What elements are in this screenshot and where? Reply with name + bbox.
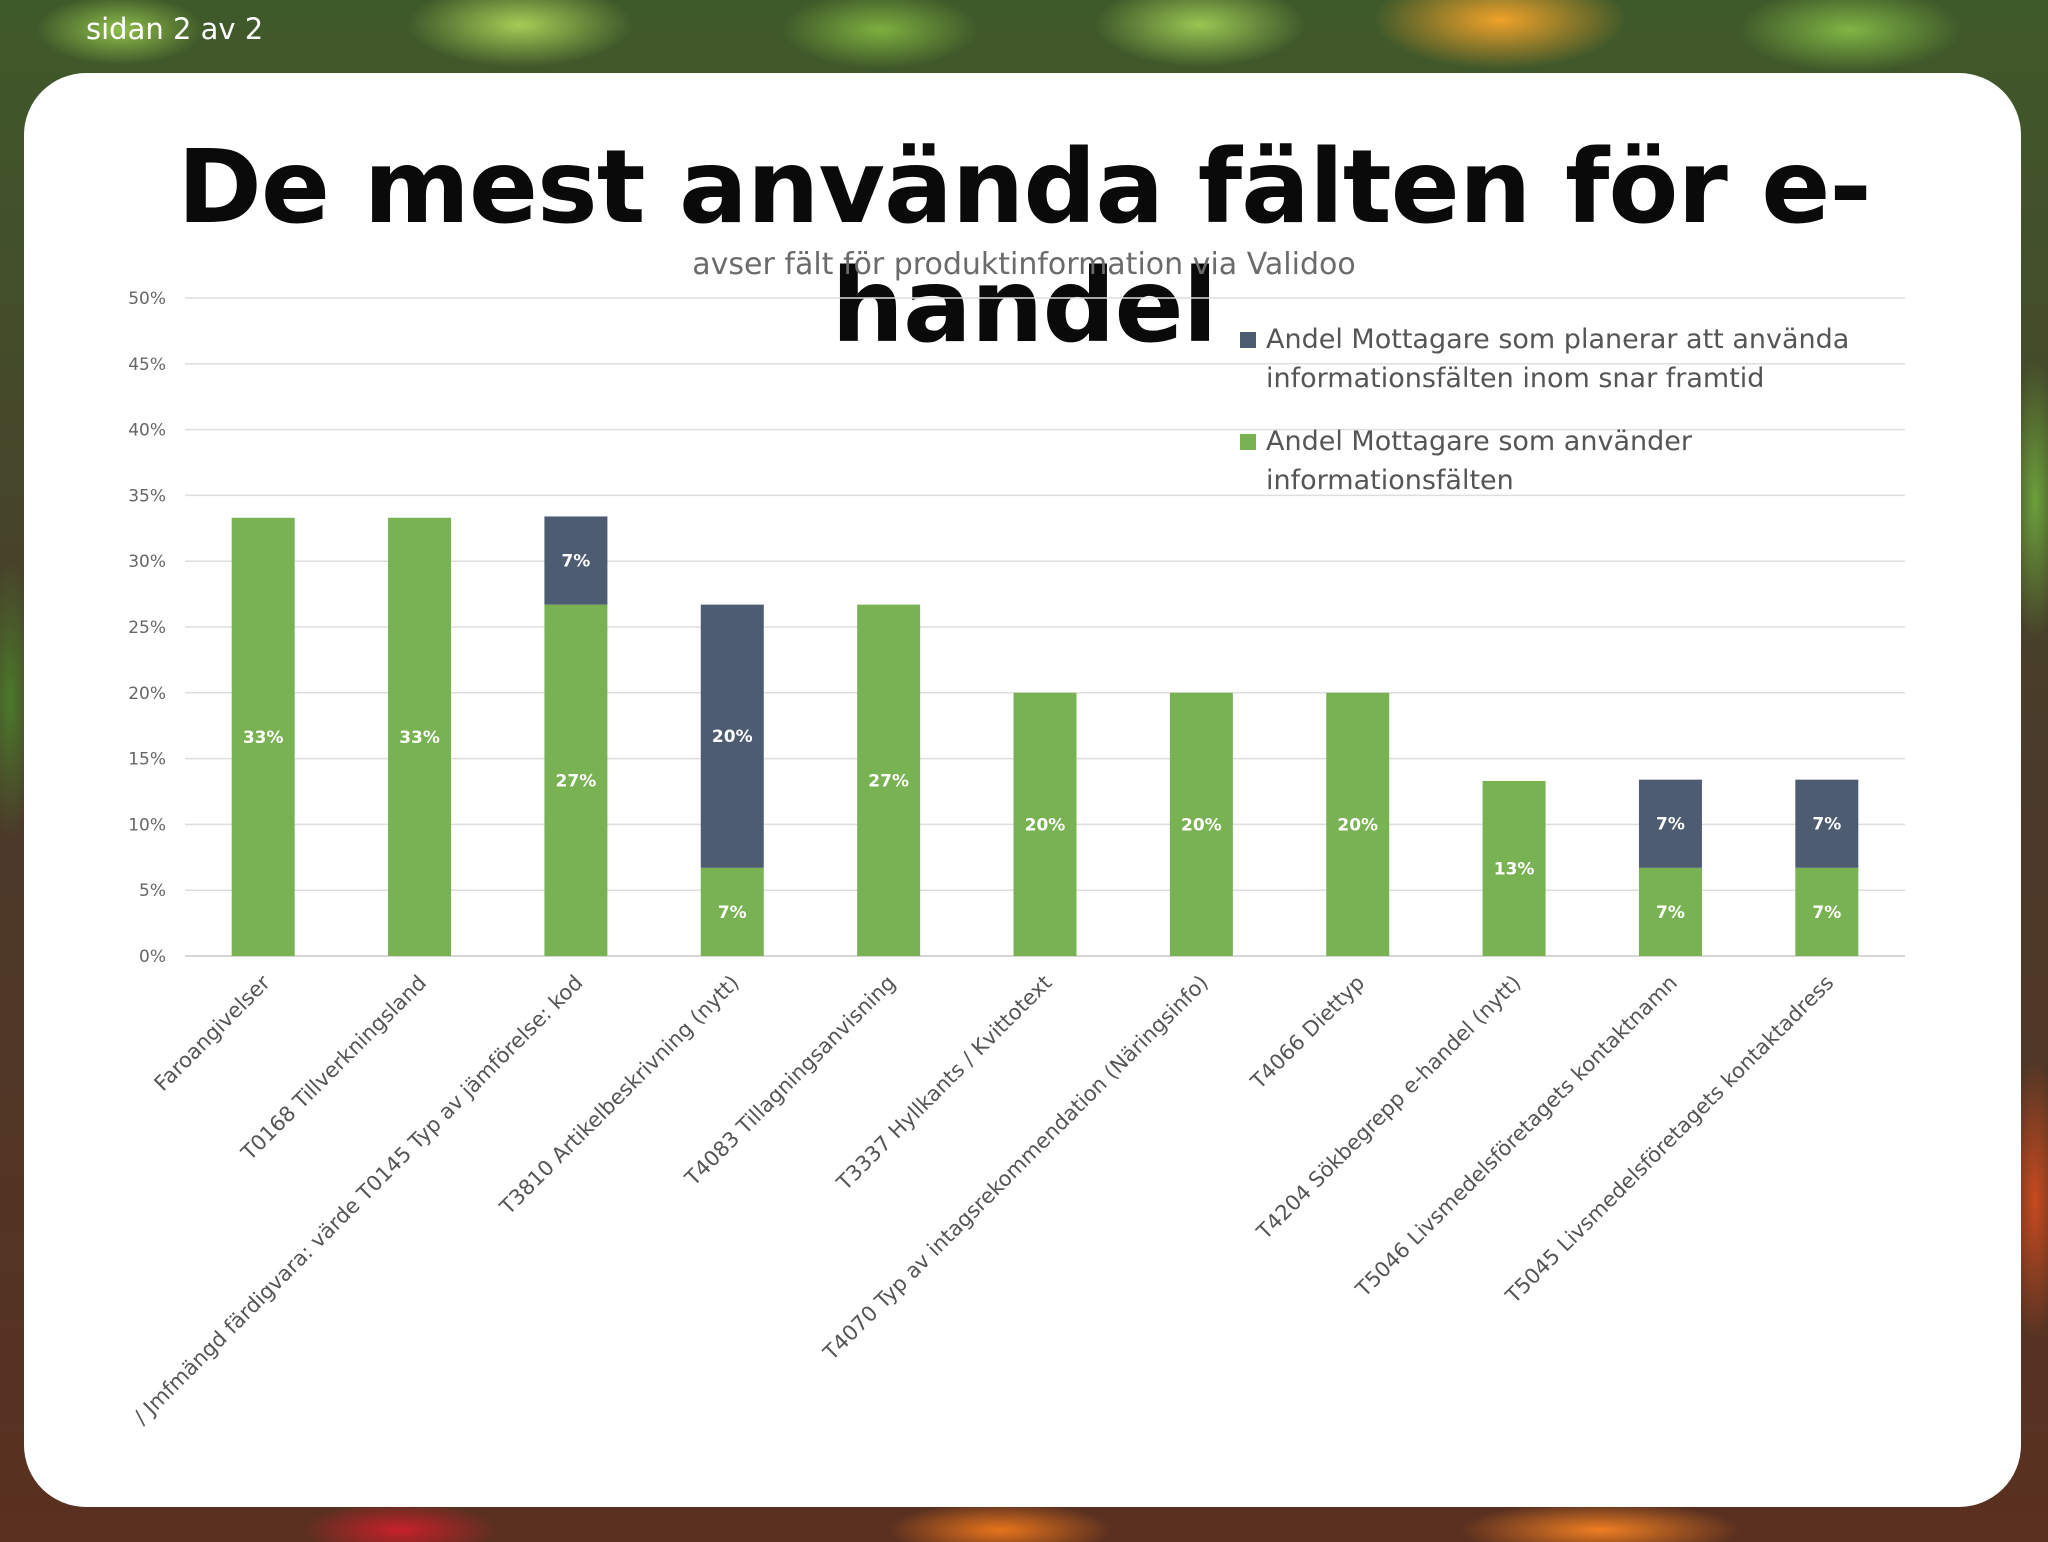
data-label: 7%: [718, 903, 747, 923]
legend-item-planning: Andel Mottagare som planerar att använda…: [1240, 320, 1940, 398]
legend-label-planning-line1: Andel Mottagare som planerar att använda: [1266, 324, 1850, 355]
y-tick-label: 25%: [128, 618, 166, 638]
bar-using: [544, 604, 608, 956]
bar-using: [1169, 692, 1233, 956]
y-tick-label: 15%: [128, 750, 166, 770]
bar-using: [1638, 867, 1702, 956]
y-axis-ticks: 0% 5% 10% 15% 20% 25% 30% 35% 40% 45% 50%: [128, 289, 166, 967]
x-tick-label: T4066 Diettyp: [1245, 971, 1369, 1095]
bar-planning: [1638, 779, 1702, 868]
bar-planning: [1795, 779, 1859, 868]
y-tick-label: 10%: [128, 815, 166, 835]
legend-label-planning-line2: informationsfälten inom snar framtid: [1266, 363, 1765, 394]
bar-using: [1013, 692, 1077, 956]
data-label: 7%: [1656, 903, 1685, 923]
data-labels: 33% 33% 27% 7% 7% 20% 27% 20% 20% 20% 13% 7% 7% 7% 7%: [243, 552, 1841, 923]
x-tick-label: T5046 Livsmedelsföretagets kontaktnamn: [1350, 971, 1682, 1303]
y-tick-label: 50%: [128, 289, 166, 309]
data-label: 20%: [1025, 815, 1066, 835]
data-label: 33%: [399, 728, 440, 748]
y-tick-label: 0%: [139, 947, 166, 967]
slide-title: De mest använda fälten för e-handel: [177, 128, 1872, 366]
bar-using: [1795, 867, 1859, 956]
legend-item-using: Andel Mottagare som använder information…: [1240, 422, 1940, 500]
bar-using: [857, 604, 921, 956]
data-label: 27%: [556, 771, 597, 791]
x-tick-label: T0168 Tillverkningsland: [236, 971, 431, 1166]
x-tick-label: T4070 Typ av intagsrekommendation (Närin…: [818, 971, 1213, 1366]
y-tick-label: 5%: [139, 881, 166, 901]
bar-using: [231, 517, 295, 956]
legend-swatch-using: [1240, 434, 1256, 450]
y-tick-label: 20%: [128, 684, 166, 704]
y-tick-label: 30%: [128, 552, 166, 572]
bar-planning: [544, 516, 608, 605]
x-tick-label: T5045 Livsmedelsföretagets kontaktadress: [1500, 971, 1838, 1309]
bar-using: [1326, 692, 1390, 956]
data-label: 20%: [1337, 815, 1378, 835]
chart-legend: Andel Mottagare som planerar att använda…: [1240, 320, 1940, 524]
bar-using: [700, 867, 764, 956]
x-tick-label: Faroangivelser: [150, 970, 275, 1095]
bar-planning: [700, 604, 764, 868]
page-indicator: sidan 2 av 2: [86, 12, 264, 46]
legend-label-planning: Andel Mottagare som planerar att använda…: [1266, 320, 1849, 398]
x-tick-label: T4204 Sökbegrepp e-handel (nytt): [1252, 971, 1526, 1245]
legend-swatch-planning: [1240, 332, 1256, 348]
data-label: 33%: [243, 728, 284, 748]
y-tick-label: 35%: [128, 486, 166, 506]
data-label: 7%: [1812, 903, 1841, 923]
legend-label-using: Andel Mottagare som använder information…: [1266, 426, 1692, 496]
bars: [231, 516, 1859, 956]
chart-subtitle: avser fält för produktinformation via Va…: [692, 247, 1356, 282]
data-label: 20%: [712, 727, 753, 747]
data-label: 7%: [561, 552, 590, 572]
data-label: 7%: [1656, 815, 1685, 835]
data-label: 7%: [1812, 815, 1841, 835]
bar-using: [1482, 780, 1546, 956]
data-label: 27%: [868, 771, 909, 791]
y-tick-label: 45%: [128, 355, 166, 375]
data-label: 13%: [1494, 859, 1535, 879]
data-label: 20%: [1181, 815, 1222, 835]
y-tick-label: 40%: [128, 421, 166, 441]
bar-using: [388, 517, 452, 956]
